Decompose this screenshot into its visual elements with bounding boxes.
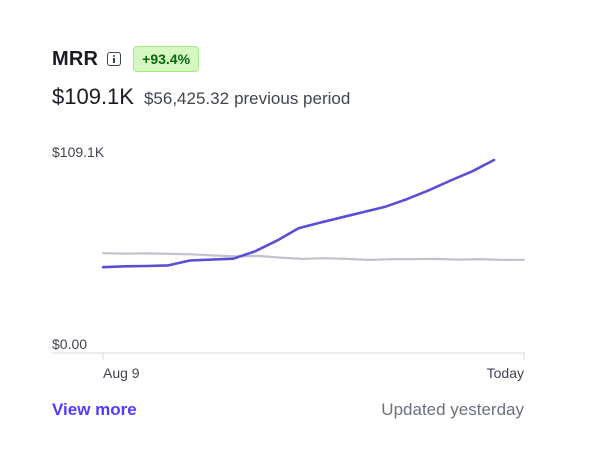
previous-period-line: [101, 252, 526, 261]
series-layer: [101, 158, 526, 269]
current-value: $109.1K: [52, 84, 134, 109]
info-icon[interactable]: [107, 52, 122, 66]
current-period-line: [101, 158, 496, 269]
metric-values: $109.1K $56,425.32 previous period: [52, 84, 350, 110]
change-badge: +93.4%: [133, 46, 200, 72]
y-tick-label-min: $0.00: [52, 336, 87, 352]
x-tick-label-end: Today: [487, 365, 524, 381]
y-tick-label-max: $109.1K: [52, 144, 105, 160]
previous-period-label: previous period: [234, 89, 351, 108]
metric-header: MRR +93.4%: [52, 44, 200, 74]
x-tick-label-start: Aug 9: [103, 365, 140, 381]
previous-value: $56,425.32: [143, 89, 230, 108]
metric-title: MRR: [52, 47, 99, 70]
updated-status: Updated yesterday: [381, 400, 524, 419]
view-more-link[interactable]: View more: [52, 400, 137, 419]
